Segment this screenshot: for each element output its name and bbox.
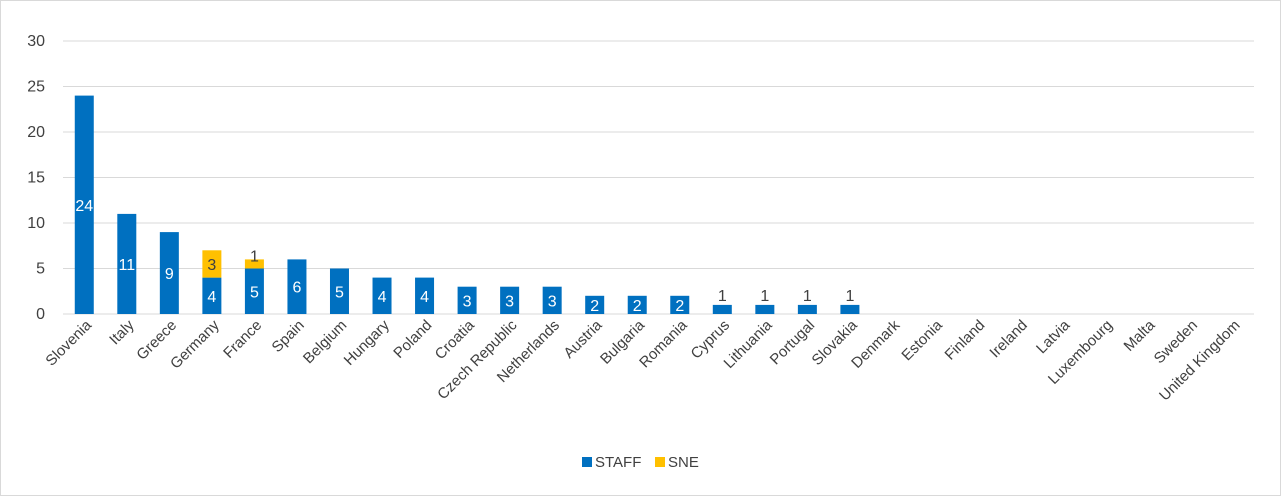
x-category-label: Latvia (1033, 316, 1074, 357)
x-category-label: Poland (390, 317, 435, 362)
bar-staff-germany (202, 277, 222, 314)
x-category-label: Ireland (986, 317, 1030, 361)
data-label: 2 (590, 298, 599, 315)
data-label: 3 (548, 293, 557, 310)
data-label: 1 (845, 288, 854, 305)
x-category-label: Malta (1121, 316, 1159, 354)
bar-staff-greece (159, 232, 179, 314)
legend-label-staff: STAFF (595, 454, 641, 471)
y-tick-label: 5 (36, 261, 45, 278)
bar-sne-france (244, 259, 264, 269)
y-tick-label: 25 (27, 79, 45, 96)
x-category-label: Slovenia (42, 316, 95, 369)
x-category-label: Finland (942, 317, 989, 364)
data-label: 6 (292, 280, 301, 297)
data-label: 4 (420, 289, 429, 306)
x-category-label: Romania (636, 316, 691, 371)
bar-staff-italy (117, 213, 137, 314)
x-category-label: Hungary (341, 316, 393, 368)
data-label: 1 (718, 288, 727, 305)
bar-staff-austria (585, 295, 605, 314)
bar-staff-cyprus (712, 304, 732, 314)
data-label: 9 (165, 266, 174, 283)
data-label: 2 (633, 298, 642, 315)
legend-label-sne: SNE (668, 454, 699, 471)
bar-staff-bulgaria (627, 295, 647, 314)
gridlines (63, 40, 1254, 315)
bar-staff-belgium (329, 268, 349, 314)
bar-staff-slovenia (74, 95, 94, 314)
y-tick-label: 0 (36, 306, 45, 323)
x-category-label: Portugal (767, 317, 819, 369)
x-category-label: Italy (106, 316, 138, 348)
data-label: 5 (250, 284, 259, 301)
x-category-label: Estonia (898, 316, 946, 364)
bar-staff-netherlands (542, 286, 562, 314)
data-label: 3 (505, 293, 514, 310)
y-tick-label: 10 (27, 215, 45, 232)
bar-staff-hungary (372, 277, 392, 314)
bar-staff-croatia (457, 286, 477, 314)
data-label: 24 (75, 198, 93, 215)
bar-staff-slovakia (840, 304, 860, 314)
bar-staff-romania (670, 295, 690, 314)
x-category-label: Spain (269, 317, 308, 356)
y-axis-ticks: 0 5 10 15 20 25 30 (27, 33, 45, 323)
legend-swatch-staff (582, 457, 592, 467)
data-label: 4 (207, 289, 216, 306)
data-label: 1 (803, 288, 812, 305)
bar-staff-spain (287, 259, 307, 314)
data-label: 3 (207, 257, 216, 274)
data-label: 2 (675, 298, 684, 315)
data-label: 4 (378, 289, 387, 306)
legend-swatch-sne (655, 457, 665, 467)
y-tick-label: 30 (27, 33, 45, 50)
data-label: 1 (760, 288, 769, 305)
y-tick-label: 15 (27, 170, 45, 187)
bar-staff-portugal (797, 304, 817, 314)
data-label: 11 (118, 257, 135, 274)
data-label: 3 (463, 293, 472, 310)
y-tick-label: 20 (27, 124, 45, 141)
data-label: 1 (250, 248, 259, 265)
bar-staff-czech-republic (500, 286, 520, 314)
bar-staff-france (244, 268, 264, 314)
data-label: 5 (335, 284, 344, 301)
bar-sne-germany (202, 250, 222, 278)
x-category-label: France (220, 317, 265, 362)
bar-staff-poland (415, 277, 435, 314)
bar-staff-lithuania (755, 304, 775, 314)
legend: STAFF SNE (582, 454, 699, 471)
